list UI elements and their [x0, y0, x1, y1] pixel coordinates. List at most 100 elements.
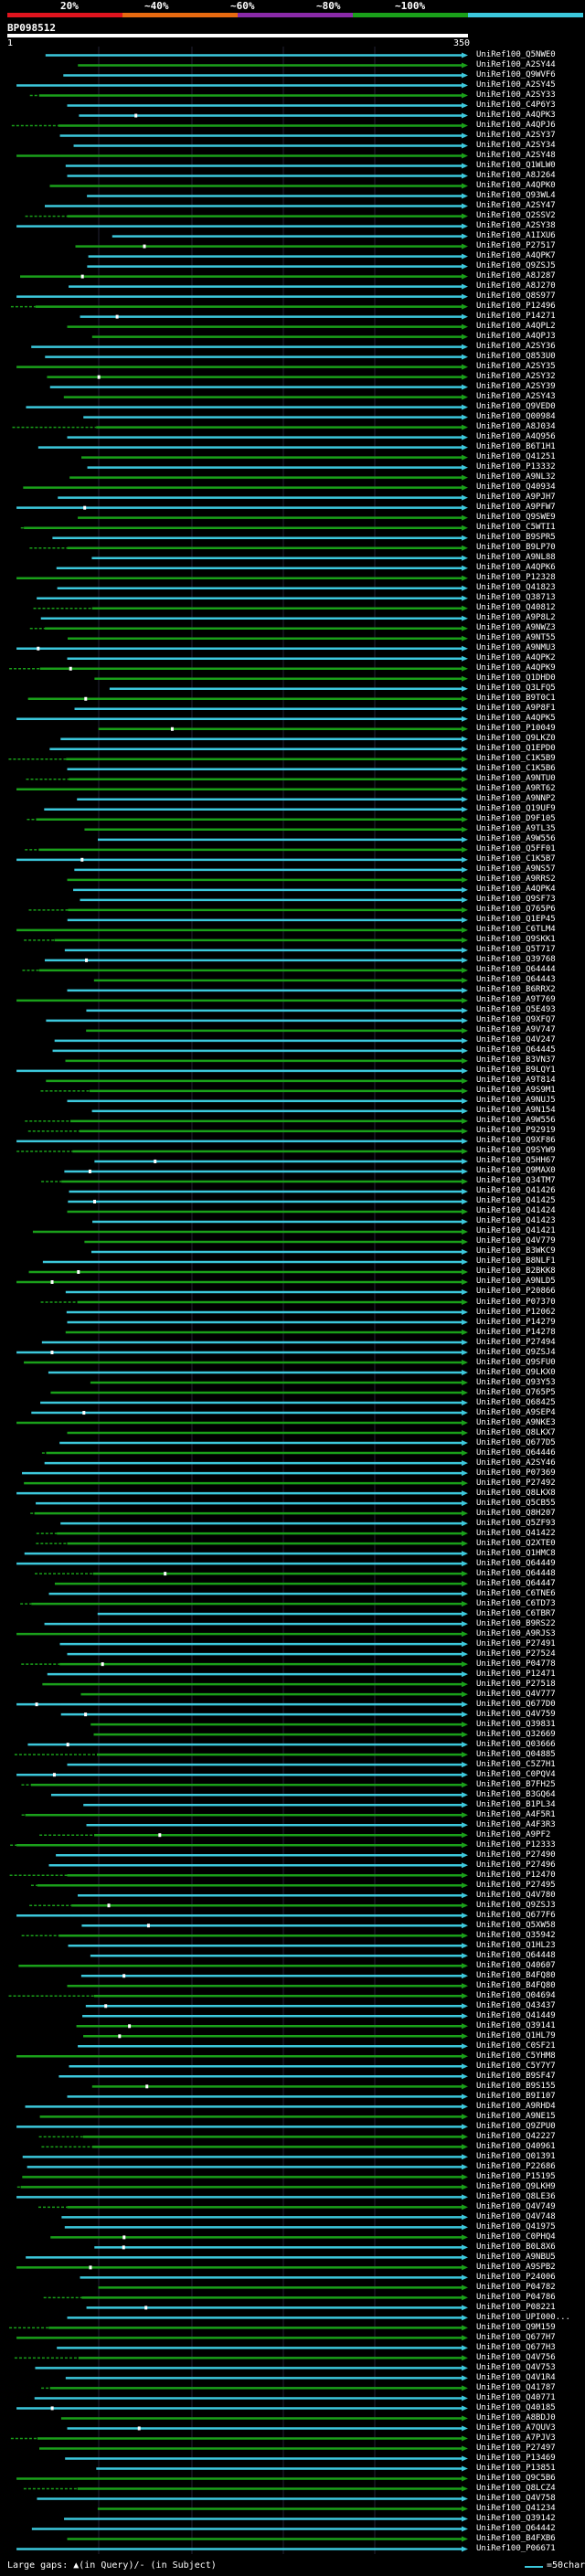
hit-label[interactable]: UniRef100_A9NE15	[476, 2111, 556, 2121]
hit-label[interactable]: UniRef100_Q39768	[476, 955, 556, 965]
hit-label[interactable]: UniRef100_A9TL35	[476, 824, 556, 834]
hit-label[interactable]: UniRef100_Q9SWE9	[476, 513, 556, 523]
hit-label[interactable]: UniRef100_Q9SF73	[476, 895, 556, 905]
hit-label[interactable]: UniRef100_A2SY32	[476, 372, 556, 382]
hit-label[interactable]: UniRef100_Q3LFQ5	[476, 684, 556, 694]
hit-label[interactable]: UniRef100_A4QPJ6	[476, 121, 556, 131]
hit-label[interactable]: UniRef100_A2SY44	[476, 60, 556, 69]
hit-label[interactable]: UniRef100_Q4V749	[476, 2201, 556, 2211]
hit-label[interactable]: UniRef100_Q5HH67	[476, 1156, 556, 1166]
hit-label[interactable]: UniRef100_P27492	[476, 1478, 556, 1488]
hit-label[interactable]: UniRef100_P14271	[476, 312, 556, 322]
hit-label[interactable]: UniRef100_Q9SYW9	[476, 1146, 556, 1156]
hit-label[interactable]: UniRef100_Q9ZSJ5	[476, 261, 556, 271]
hit-label[interactable]: UniRef100_A7QUV3	[476, 2422, 556, 2433]
hit-label[interactable]: UniRef100_P22686	[476, 2161, 556, 2171]
hit-label[interactable]: UniRef100_Q93WL4	[476, 191, 556, 201]
hit-label[interactable]: UniRef100_P08221	[476, 2302, 556, 2312]
hit-label[interactable]: UniRef100_C6TBR7	[476, 1608, 556, 1618]
hit-label[interactable]: UniRef100_A9RHD4	[476, 2101, 556, 2111]
hit-label[interactable]: UniRef100_P12471	[476, 1669, 556, 1679]
hit-label[interactable]: UniRef100_Q9M159	[476, 2322, 556, 2332]
hit-label[interactable]: UniRef100_Q8H207	[476, 1508, 556, 1518]
hit-label[interactable]: UniRef100_D9F105	[476, 814, 556, 824]
hit-label[interactable]: UniRef100_B9S155	[476, 2081, 556, 2091]
hit-label[interactable]: UniRef100_P27517	[476, 241, 556, 251]
hit-label[interactable]: UniRef100_A4F3R3	[476, 1819, 556, 1829]
hit-label[interactable]: UniRef100_B6RRX2	[476, 985, 556, 995]
hit-label[interactable]: UniRef100_A1IXU6	[476, 231, 556, 241]
hit-label[interactable]: UniRef100_P27496	[476, 1860, 556, 1870]
hit-label[interactable]: UniRef100_Q00984	[476, 412, 556, 422]
hit-label[interactable]: UniRef100_Q41251	[476, 452, 556, 462]
hit-label[interactable]: UniRef100_Q9SKK1	[476, 935, 556, 945]
hit-label[interactable]: UniRef100_Q9ZSJ3	[476, 1900, 556, 1910]
hit-label[interactable]: UniRef100_Q677H7	[476, 2332, 556, 2342]
hit-label[interactable]: UniRef100_P04782	[476, 2282, 556, 2292]
hit-label[interactable]: UniRef100_A9NLD5	[476, 1277, 556, 1287]
hit-label[interactable]: UniRef100_A4QPK6	[476, 563, 556, 573]
hit-label[interactable]: UniRef100_Q39142	[476, 2513, 556, 2523]
hit-label[interactable]: UniRef100_A2SY39	[476, 382, 556, 392]
hit-label[interactable]: UniRef100_Q677H3	[476, 2342, 556, 2352]
hit-label[interactable]: UniRef100_Q4V753	[476, 2362, 556, 2372]
hit-label[interactable]: UniRef100_B9SF47	[476, 2071, 556, 2081]
hit-label[interactable]: UniRef100_Q34TM7	[476, 1176, 556, 1186]
hit-label[interactable]: UniRef100_C5WTI1	[476, 523, 556, 533]
hit-label[interactable]: UniRef100_A9W556	[476, 834, 556, 844]
hit-label[interactable]: UniRef100_Q1HMC8	[476, 1548, 556, 1558]
hit-label[interactable]: UniRef100_Q1EP45	[476, 915, 556, 925]
hit-label[interactable]: UniRef100_Q8LCZ4	[476, 2483, 556, 2493]
hit-label[interactable]: UniRef100_A9NKE3	[476, 1417, 556, 1427]
hit-label[interactable]: UniRef100_A9NMU3	[476, 643, 556, 653]
hit-label[interactable]: UniRef100_A9T769	[476, 995, 556, 1005]
hit-label[interactable]: UniRef100_C1K5B6	[476, 764, 556, 774]
hit-label[interactable]: UniRef100_Q5E493	[476, 1005, 556, 1015]
hit-label[interactable]: UniRef100_P06671	[476, 2543, 556, 2553]
hit-label[interactable]: UniRef100_Q9XF86	[476, 1136, 556, 1146]
hit-label[interactable]: UniRef100_A2SY47	[476, 201, 556, 211]
hit-label[interactable]: UniRef100_P13332	[476, 462, 556, 472]
hit-label[interactable]: UniRef100_Q42227	[476, 2131, 556, 2141]
hit-label[interactable]: UniRef100_A2SY38	[476, 221, 556, 231]
hit-label[interactable]: UniRef100_Q677D0	[476, 1699, 556, 1709]
hit-label[interactable]: UniRef100_B2BKK8	[476, 1267, 556, 1277]
hit-label[interactable]: UniRef100_A9NBU5	[476, 2252, 556, 2262]
hit-label[interactable]: UniRef100_Q765P6	[476, 905, 556, 915]
hit-label[interactable]: UniRef100_A9NS57	[476, 864, 556, 875]
hit-label[interactable]: UniRef100_Q39831	[476, 1719, 556, 1729]
hit-label[interactable]: UniRef100_B9I107	[476, 2091, 556, 2101]
hit-label[interactable]: UniRef100_Q68425	[476, 1397, 556, 1407]
hit-label[interactable]: UniRef100_Q41449	[476, 2010, 556, 2020]
hit-label[interactable]: UniRef100_Q4V247	[476, 1035, 556, 1045]
hit-label[interactable]: UniRef100_Q9SFU0	[476, 1357, 556, 1367]
hit-label[interactable]: UniRef100_A7PJV3	[476, 2433, 556, 2443]
hit-label[interactable]: UniRef100_B9SPR5	[476, 533, 556, 543]
hit-label[interactable]: UniRef100_A8BDJ0	[476, 2412, 556, 2422]
hit-label[interactable]: UniRef100_A2SY33	[476, 90, 556, 101]
hit-label[interactable]: UniRef100_Q04885	[476, 1749, 556, 1759]
hit-label[interactable]: UniRef100_A4QPK0	[476, 181, 556, 191]
hit-label[interactable]: UniRef100_P14279	[476, 1317, 556, 1327]
hit-label[interactable]: UniRef100_Q4V777	[476, 1689, 556, 1699]
hit-label[interactable]: UniRef100_A9S9M1	[476, 1086, 556, 1096]
hit-label[interactable]: UniRef100_A9NT55	[476, 633, 556, 643]
hit-label[interactable]: UniRef100_A9NWZ3	[476, 623, 556, 633]
hit-label[interactable]: UniRef100_P92919	[476, 1126, 556, 1136]
hit-label[interactable]: UniRef100_A4QPK7	[476, 251, 556, 261]
hit-label[interactable]: UniRef100_A4Q956	[476, 432, 556, 442]
hit-label[interactable]: UniRef100_A9W556	[476, 1116, 556, 1126]
hit-label[interactable]: UniRef100_P04778	[476, 1659, 556, 1669]
hit-label[interactable]: UniRef100_A9PJH7	[476, 493, 556, 503]
hit-label[interactable]: UniRef100_P27497	[476, 2443, 556, 2453]
hit-label[interactable]: UniRef100_Q9VED0	[476, 402, 556, 412]
hit-label[interactable]: UniRef100_P07370	[476, 1297, 556, 1307]
hit-label[interactable]: UniRef100_Q5FF01	[476, 844, 556, 854]
hit-label[interactable]: UniRef100_B3GQ64	[476, 1789, 556, 1799]
hit-label[interactable]: UniRef100_Q9XFQ7	[476, 1015, 556, 1025]
hit-label[interactable]: UniRef100_Q64442	[476, 2523, 556, 2533]
hit-label[interactable]: UniRef100_A2SY34	[476, 141, 556, 151]
hit-label[interactable]: UniRef100_B4FQ80	[476, 1970, 556, 1980]
hit-label[interactable]: UniRef100_A8J287	[476, 271, 556, 281]
hit-label[interactable]: UniRef100_A8J034	[476, 422, 556, 432]
